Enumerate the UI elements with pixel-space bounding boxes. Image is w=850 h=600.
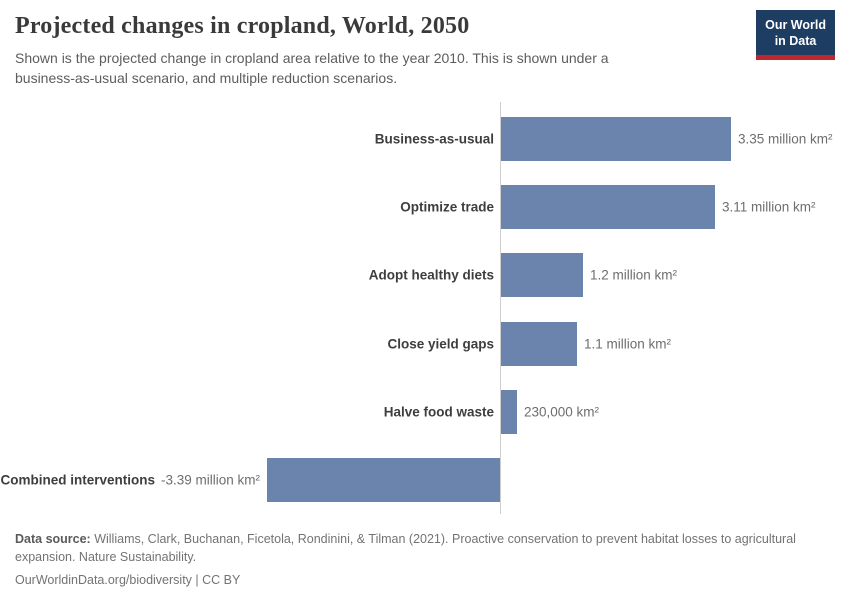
value-label: -3.39 million km² <box>160 472 260 488</box>
bar[interactable] <box>501 390 517 434</box>
bar[interactable] <box>501 117 731 161</box>
bar[interactable] <box>501 253 583 297</box>
bar-chart: Business-as-usual 3.35 million km² Optimiz… <box>0 100 835 520</box>
category-label: Optimize trade <box>400 199 494 215</box>
bar[interactable] <box>267 458 500 502</box>
category-label: Business-as-usual <box>374 131 494 147</box>
value-label: 3.35 million km² <box>738 131 833 147</box>
category-label: Adopt healthy diets <box>368 267 494 283</box>
chart-header: Projected changes in cropland, World, 20… <box>15 10 835 89</box>
bar[interactable] <box>501 322 577 366</box>
category-label: Combined interventions <box>0 472 155 488</box>
bar[interactable] <box>501 185 715 229</box>
negative-bar-labels: Combined interventions -3.39 million km² <box>0 473 260 488</box>
value-label: 1.2 million km² <box>590 267 678 283</box>
chart-subtitle: Shown is the projected change in croplan… <box>15 50 609 86</box>
value-label: 1.1 million km² <box>584 336 672 352</box>
owid-logo-line2: in Data <box>774 34 817 48</box>
category-label: Halve food waste <box>383 404 494 420</box>
category-label: Close yield gaps <box>387 336 494 352</box>
owid-logo[interactable]: Our World in Data <box>756 10 835 60</box>
data-source: Data source: Williams, Clark, Buchanan, … <box>15 531 835 566</box>
data-source-label: Data source: <box>15 532 91 546</box>
page-title: Projected changes in cropland, World, 20… <box>15 13 470 39</box>
zero-axis-line <box>500 102 501 514</box>
chart-footer: Data source: Williams, Clark, Buchanan, … <box>15 531 835 590</box>
value-label: 230,000 km² <box>524 404 600 420</box>
attribution-line[interactable]: OurWorldinData.org/biodiversity | CC BY <box>15 573 241 587</box>
value-label: 3.11 million km² <box>722 199 816 215</box>
owid-logo-line1: Our World <box>765 18 826 32</box>
data-source-text: Williams, Clark, Buchanan, Ficetola, Ron… <box>15 532 796 564</box>
